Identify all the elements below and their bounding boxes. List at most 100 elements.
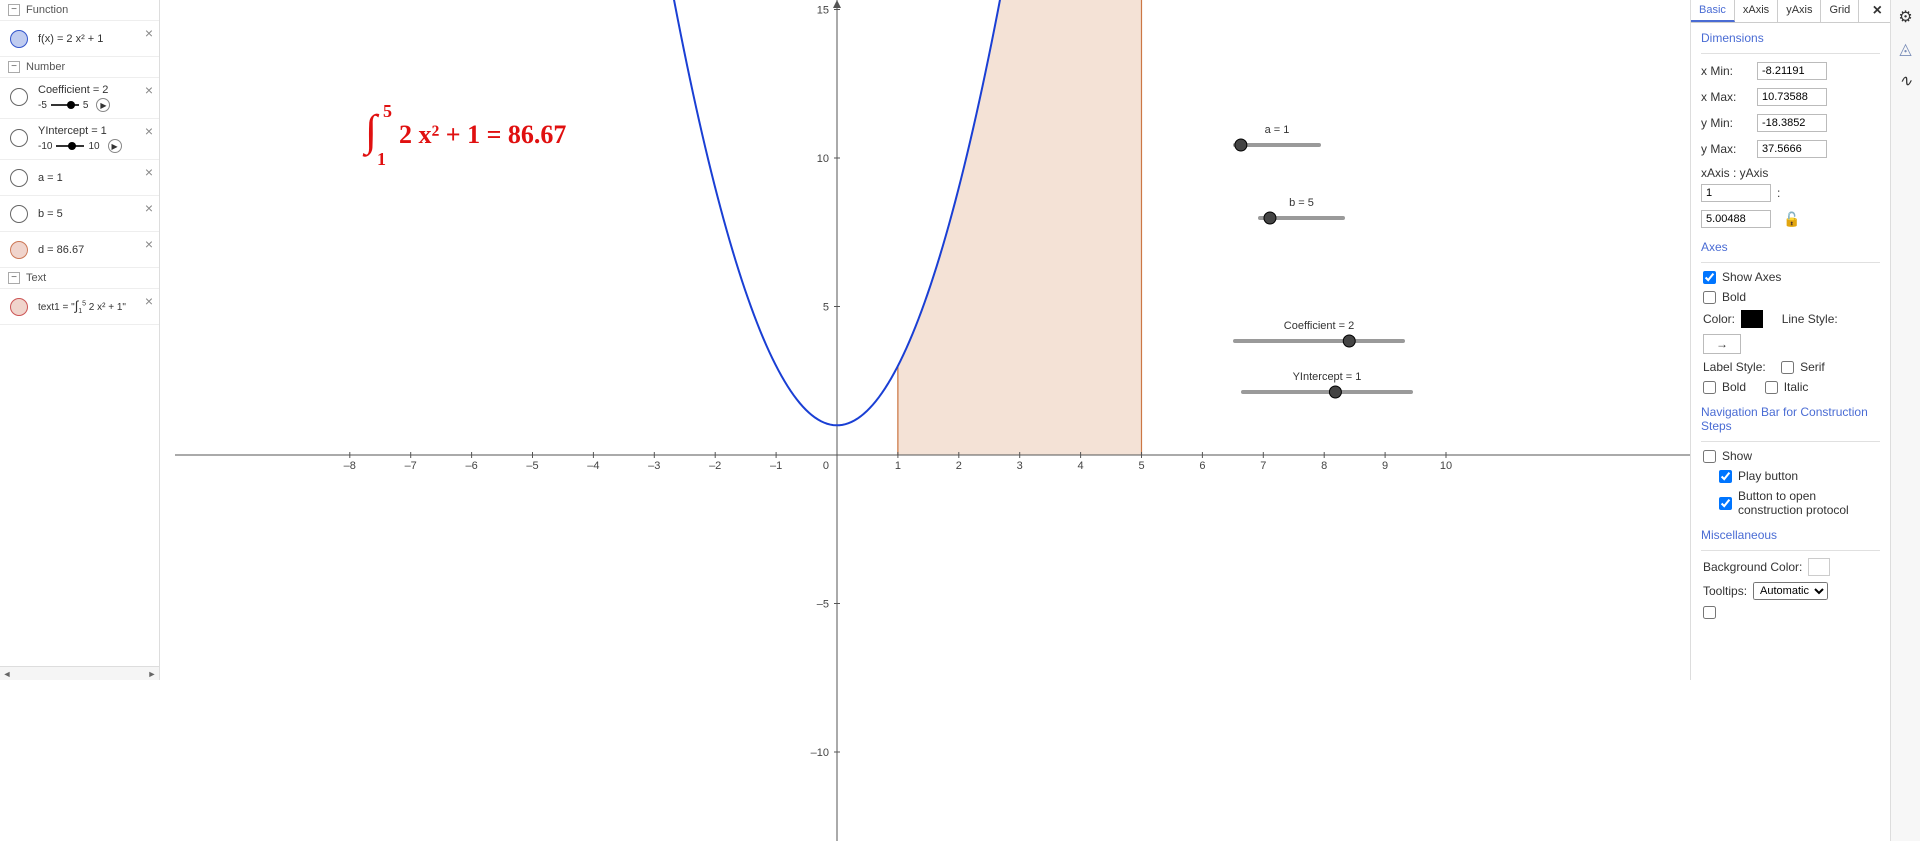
section-function[interactable]: − Function	[0, 0, 159, 21]
svg-text:–2: –2	[709, 460, 721, 472]
object-label: a = 1	[38, 172, 155, 184]
object-label: Coefficient = 2	[38, 84, 155, 96]
play-icon[interactable]: ▶	[96, 98, 110, 112]
svg-text:2 x² + 1 = 86.67: 2 x² + 1 = 86.67	[399, 120, 566, 149]
bullet-icon	[10, 241, 28, 259]
scroll-left-icon[interactable]: ◄	[0, 667, 14, 681]
tab-grid[interactable]: Grid	[1821, 0, 1859, 22]
misc-title: Miscellaneous	[1691, 520, 1890, 546]
mini-slider[interactable]: -5 5 ▶	[38, 98, 155, 112]
nav-show-checkbox[interactable]	[1703, 450, 1716, 463]
object-function[interactable]: f(x) = 2 x² + 1 ×	[0, 21, 159, 57]
svg-text:–8: –8	[344, 460, 356, 472]
xmax-label: x Max:	[1701, 90, 1751, 104]
close-icon[interactable]: ×	[145, 200, 153, 216]
svg-text:1: 1	[377, 149, 386, 169]
nav-protocol-checkbox[interactable]	[1719, 497, 1732, 510]
xmin-label: x Min:	[1701, 64, 1751, 78]
tooltips-select[interactable]: Automatic	[1753, 582, 1828, 600]
right-toolbar: ⚙ ◬ ∿	[1890, 0, 1920, 841]
ratio-y-input[interactable]	[1701, 210, 1771, 228]
object-label: f(x) = 2 x² + 1	[38, 33, 155, 45]
svg-text:0: 0	[823, 460, 829, 472]
labelstyle-label: Label Style:	[1703, 360, 1766, 374]
close-icon[interactable]: ×	[145, 25, 153, 41]
object-b[interactable]: b = 5 ×	[0, 196, 159, 232]
show-axes-label: Show Axes	[1722, 270, 1781, 284]
xmin-input[interactable]	[1757, 62, 1827, 80]
bullet-icon	[10, 169, 28, 187]
section-text[interactable]: − Text	[0, 268, 159, 289]
ymin-label: y Min:	[1701, 116, 1751, 130]
slider-min: -10	[38, 141, 52, 152]
section-label: Function	[26, 4, 68, 16]
slider-max: 5	[83, 100, 89, 111]
show-axes-checkbox[interactable]	[1703, 271, 1716, 284]
svg-text:5: 5	[1138, 460, 1144, 472]
ymin-input[interactable]	[1757, 114, 1827, 132]
bgcolor-label: Background Color:	[1703, 560, 1802, 574]
object-coefficient[interactable]: Coefficient = 2 -5 5 ▶ ×	[0, 78, 159, 119]
section-label: Number	[26, 61, 65, 73]
mini-slider[interactable]: -10 10 ▶	[38, 139, 155, 153]
bold2-checkbox[interactable]	[1703, 381, 1716, 394]
horizontal-scrollbar[interactable]: ◄ ►	[0, 666, 159, 680]
gear-icon[interactable]: ⚙	[1895, 6, 1917, 28]
ymax-input[interactable]	[1757, 140, 1827, 158]
curve-tool-icon[interactable]: ∿	[1895, 70, 1917, 92]
xmax-input[interactable]	[1757, 88, 1827, 106]
bold-checkbox[interactable]	[1703, 291, 1716, 304]
section-label: Text	[26, 272, 46, 284]
svg-text:–5: –5	[526, 460, 538, 472]
close-panel-icon[interactable]: ×	[1865, 0, 1890, 22]
svg-text:4: 4	[1078, 460, 1084, 472]
misc-extra-checkbox[interactable]	[1703, 606, 1716, 619]
scroll-right-icon[interactable]: ►	[145, 667, 159, 681]
nav-play-checkbox[interactable]	[1719, 470, 1732, 483]
ratio-x-input[interactable]	[1701, 184, 1771, 202]
object-text1[interactable]: text1 = "∫15 2 x² + 1" ×	[0, 289, 159, 325]
close-icon[interactable]: ×	[145, 164, 153, 180]
linestyle-selector[interactable]: →	[1703, 334, 1741, 354]
tab-basic[interactable]: Basic	[1691, 0, 1735, 22]
svg-text:–3: –3	[648, 460, 660, 472]
close-icon[interactable]: ×	[145, 82, 153, 98]
svg-text:5: 5	[383, 101, 392, 121]
svg-text:–1: –1	[770, 460, 782, 472]
collapse-icon: −	[8, 4, 20, 16]
play-icon[interactable]: ▶	[108, 139, 122, 153]
color-label: Color:	[1703, 312, 1735, 326]
close-icon[interactable]: ×	[145, 123, 153, 139]
section-number[interactable]: − Number	[0, 57, 159, 78]
close-icon[interactable]: ×	[145, 236, 153, 252]
ymax-label: y Max:	[1701, 142, 1751, 156]
collapse-icon: −	[8, 272, 20, 284]
tooltips-label: Tooltips:	[1703, 584, 1747, 598]
object-label: b = 5	[38, 208, 155, 220]
close-icon[interactable]: ×	[145, 293, 153, 309]
axis-color-swatch[interactable]	[1741, 310, 1763, 328]
nav-show-label: Show	[1722, 449, 1752, 463]
svg-text:9: 9	[1382, 460, 1388, 472]
bullet-icon	[10, 129, 28, 147]
svg-text:10: 10	[1440, 460, 1452, 472]
triangle-tool-icon[interactable]: ◬	[1895, 38, 1917, 60]
object-label: d = 86.67	[38, 244, 155, 256]
object-d[interactable]: d = 86.67 ×	[0, 232, 159, 268]
tab-yaxis[interactable]: yAxis	[1778, 0, 1821, 22]
bgcolor-swatch[interactable]	[1808, 558, 1830, 576]
lock-icon[interactable]: 🔓	[1783, 211, 1800, 228]
axes-title: Axes	[1691, 232, 1890, 258]
graphics-view[interactable]: –8–7–6–5–4–3–2–1123456789105101520253035…	[160, 0, 1720, 841]
svg-text:8: 8	[1321, 460, 1327, 472]
object-a[interactable]: a = 1 ×	[0, 160, 159, 196]
object-label: text1 = "∫15 2 x² + 1"	[38, 298, 155, 315]
svg-text:–5: –5	[817, 599, 829, 611]
serif-checkbox[interactable]	[1781, 361, 1794, 374]
ratio-colon: :	[1777, 186, 1780, 200]
object-yintercept[interactable]: YIntercept = 1 -10 10 ▶ ×	[0, 119, 159, 160]
italic-checkbox[interactable]	[1765, 381, 1778, 394]
tab-xaxis[interactable]: xAxis	[1735, 0, 1778, 22]
svg-text:Coefficient = 2: Coefficient = 2	[1284, 320, 1354, 332]
bullet-icon	[10, 205, 28, 223]
